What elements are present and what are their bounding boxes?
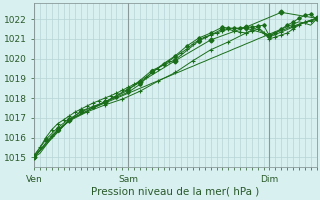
X-axis label: Pression niveau de la mer( hPa ): Pression niveau de la mer( hPa ) <box>91 187 260 197</box>
